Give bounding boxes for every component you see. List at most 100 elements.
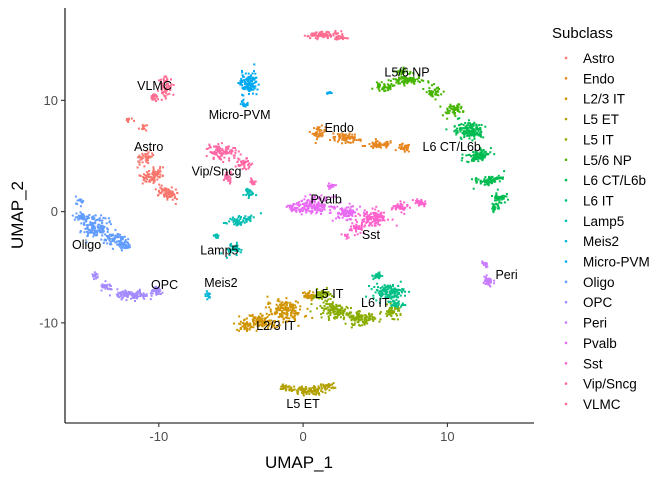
data-point: [142, 296, 145, 299]
data-point: [263, 327, 266, 330]
data-point: [248, 218, 251, 221]
data-point: [301, 203, 304, 205]
data-point: [333, 205, 336, 208]
data-point: [244, 215, 247, 218]
data-point: [345, 305, 348, 308]
data-point: [108, 233, 111, 236]
data-point: [125, 241, 128, 244]
data-point: [365, 314, 368, 317]
data-point: [475, 181, 478, 184]
data-point: [204, 293, 207, 296]
data-point: [261, 314, 264, 317]
data-point: [310, 297, 313, 300]
data-point: [380, 289, 383, 292]
data-point: [162, 194, 165, 197]
data-point: [390, 295, 393, 298]
data-point: [90, 227, 93, 230]
data-point: [121, 291, 124, 294]
data-point: [377, 84, 379, 87]
data-point: [349, 218, 351, 221]
data-point: [499, 197, 502, 200]
data-point: [389, 292, 392, 295]
data-point: [96, 234, 98, 236]
data-point: [296, 313, 299, 316]
data-point: [453, 130, 456, 133]
data-point: [325, 307, 328, 310]
data-point: [472, 133, 475, 136]
legend-key: [564, 117, 568, 121]
data-point: [475, 179, 478, 182]
data-point: [243, 328, 246, 331]
data-point: [386, 140, 389, 143]
data-point: [233, 156, 236, 159]
data-point: [285, 313, 288, 315]
data-point: [347, 312, 350, 315]
data-point: [355, 228, 357, 231]
data-point: [287, 385, 290, 388]
data-point: [110, 235, 113, 237]
data-point: [479, 151, 482, 154]
data-point: [286, 317, 289, 320]
data-point: [334, 135, 337, 138]
data-point: [163, 79, 166, 82]
data-point: [100, 214, 103, 217]
data-point: [378, 271, 381, 274]
data-point: [263, 320, 266, 323]
data-point: [338, 310, 341, 313]
data-point: [402, 147, 405, 150]
data-point: [162, 166, 165, 169]
data-point: [384, 291, 387, 294]
data-point: [317, 388, 320, 391]
data-point: [98, 217, 101, 220]
data-point: [376, 86, 379, 89]
data-point: [140, 158, 143, 161]
data-point: [85, 218, 88, 220]
data-point: [314, 200, 316, 203]
data-point: [240, 160, 243, 163]
data-point: [342, 312, 345, 315]
data-point: [399, 280, 402, 283]
data-point: [92, 275, 95, 278]
data-point: [491, 179, 494, 182]
data-point: [89, 229, 92, 232]
data-point: [161, 291, 164, 294]
data-point: [323, 307, 326, 310]
data-point: [391, 288, 394, 291]
data-point: [245, 317, 248, 320]
data-point: [419, 200, 422, 203]
data-point: [402, 289, 405, 292]
data-point: [484, 125, 487, 128]
data-point: [361, 228, 363, 231]
data-point: [342, 310, 345, 313]
data-point: [220, 149, 223, 152]
data-point: [109, 288, 112, 290]
data-point: [371, 316, 374, 319]
data-point: [361, 145, 364, 147]
data-point: [138, 290, 141, 293]
data-point: [478, 154, 481, 157]
data-point: [486, 265, 489, 268]
data-point: [234, 165, 237, 168]
data-point: [143, 294, 146, 297]
data-point: [136, 166, 139, 169]
series-opc: [91, 271, 164, 302]
data-point: [252, 326, 255, 329]
data-point: [111, 247, 114, 250]
data-point: [322, 200, 324, 203]
data-point: [453, 125, 456, 128]
data-point: [101, 231, 104, 234]
data-point: [462, 130, 465, 133]
data-point: [313, 195, 316, 198]
data-point: [250, 80, 253, 83]
data-point: [96, 231, 99, 234]
data-point: [164, 80, 167, 82]
data-point: [330, 307, 333, 310]
data-point: [112, 237, 115, 240]
data-point: [313, 199, 316, 202]
data-point: [252, 323, 255, 326]
data-point: [498, 180, 501, 183]
data-point: [215, 148, 218, 151]
data-point: [346, 233, 349, 236]
data-point: [402, 76, 405, 78]
data-point: [135, 291, 138, 294]
